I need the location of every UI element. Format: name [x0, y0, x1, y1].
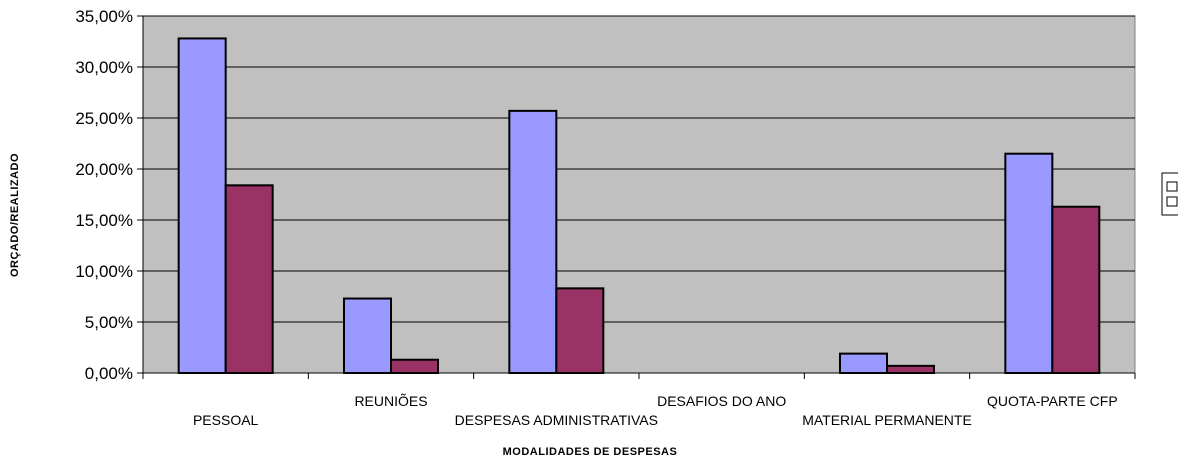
- y-axis-title: ORÇADO/REALIZADO: [9, 153, 21, 277]
- bar-series-1: [177, 37, 227, 374]
- legend-swatch-series-2: [1166, 196, 1178, 207]
- y-tick-label: 5,00%: [85, 313, 133, 332]
- y-tick-label: 15,00%: [75, 211, 133, 230]
- bar-series-1: [508, 109, 558, 375]
- legend-box: [1161, 172, 1178, 216]
- category-label: REUNIÕES: [354, 393, 427, 409]
- bar-series-2: [390, 358, 439, 374]
- category-label: QUOTA-PARTE CFP: [987, 393, 1118, 409]
- gridlines: [143, 15, 1135, 323]
- y-tick-label: 0,00%: [85, 364, 133, 383]
- bar-series-1: [839, 352, 888, 374]
- y-tick-label: 30,00%: [75, 58, 133, 77]
- category-labels: PESSOAL REUNIÕES DESPESAS ADMINISTRATIVAS D…: [193, 393, 1118, 428]
- y-tick-label: 10,00%: [75, 262, 133, 281]
- category-label: MATERIAL PERMANENTE: [802, 412, 972, 428]
- y-tick-label: 25,00%: [75, 109, 133, 128]
- category-label: DESAFIOS DO ANO: [657, 393, 786, 409]
- bar-series-1: [1004, 152, 1054, 374]
- plot-area: [142, 15, 1136, 374]
- y-tick-label: 35,00%: [75, 7, 133, 26]
- bar-series-1: [343, 297, 392, 375]
- bar-series-2: [1051, 205, 1101, 374]
- bar-series-2: [224, 184, 274, 374]
- bar-series-2: [555, 287, 605, 374]
- legend: [1161, 172, 1178, 216]
- x-ticks: [142, 373, 1136, 379]
- y-ticks: 0,00% 5,00% 10,00% 15,00% 20,00% 25,00% 30,00%…: [75, 7, 143, 383]
- category-label: DESPESAS ADMINISTRATIVAS: [455, 412, 658, 428]
- bar-series-2: [886, 364, 935, 374]
- legend-swatch-series-1: [1166, 181, 1178, 192]
- y-tick-label: 20,00%: [75, 160, 133, 179]
- category-label: PESSOAL: [193, 412, 259, 428]
- x-axis-title: MODALIDADES DE DESPESAS: [503, 446, 678, 458]
